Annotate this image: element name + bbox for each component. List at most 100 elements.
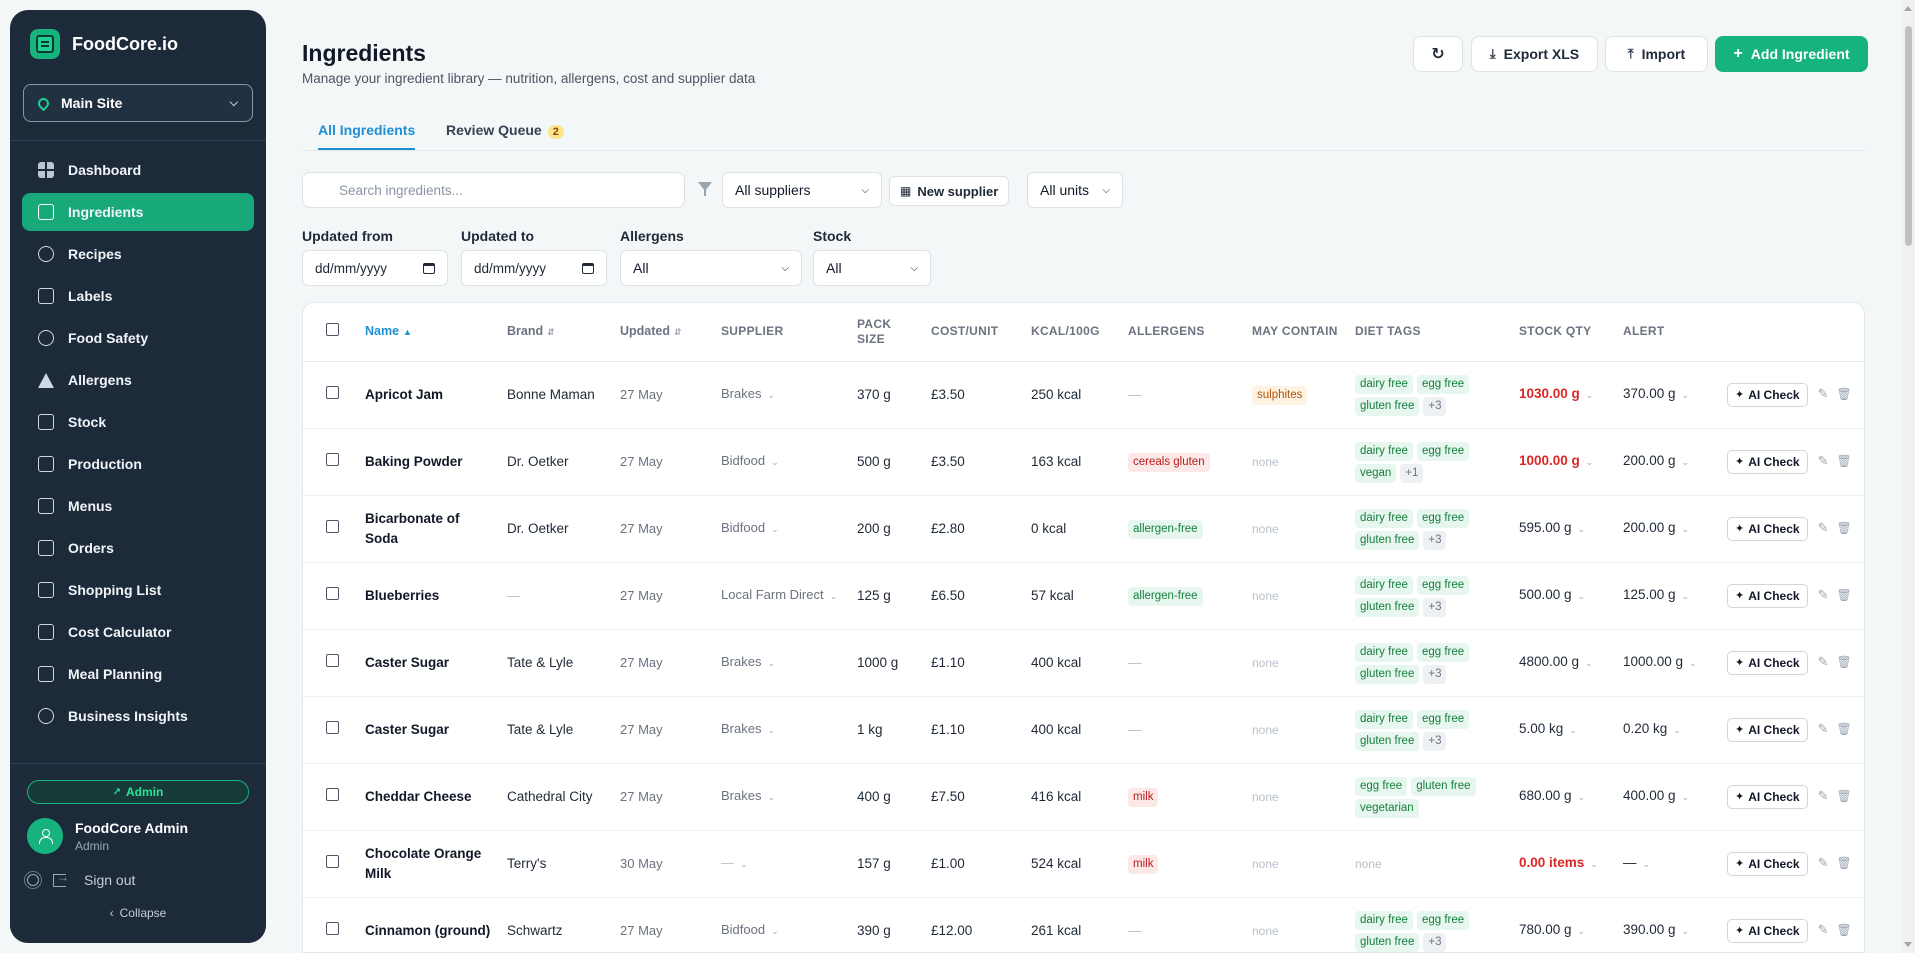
sidebar-item-business-insights[interactable]: Business Insights bbox=[22, 697, 254, 735]
row-checkbox[interactable] bbox=[326, 385, 339, 399]
row-checkbox[interactable] bbox=[326, 586, 339, 600]
scrollbar-thumb[interactable] bbox=[1905, 26, 1912, 246]
table-row[interactable]: Chocolate Orange Milk Terry's 30 May — ⌄ 157 … bbox=[303, 830, 1864, 898]
tab-review-queue[interactable]: Review Queue 2 bbox=[446, 122, 564, 149]
sidebar-item-menus[interactable]: Menus bbox=[22, 487, 254, 525]
table-row[interactable]: Blueberries — 27 May Local Farm Direct ⌄ 125 … bbox=[303, 562, 1864, 630]
sign-out-button[interactable]: Sign out bbox=[84, 872, 136, 888]
supplier-select[interactable]: Bidfood ⌄ bbox=[721, 520, 779, 535]
ingredient-name[interactable]: Caster Sugar bbox=[359, 696, 501, 764]
stock-qty-value[interactable]: 680.00 g bbox=[1519, 788, 1572, 803]
trash-icon[interactable]: 🗑 bbox=[1836, 587, 1852, 602]
edit-icon[interactable]: ✎ bbox=[1817, 586, 1829, 602]
edit-icon[interactable]: ✎ bbox=[1817, 653, 1829, 669]
stock-qty-value[interactable]: 1000.00 g bbox=[1519, 453, 1580, 468]
supplier-select[interactable]: Bidfood ⌄ bbox=[721, 922, 779, 937]
stock-qty-value[interactable]: 595.00 g bbox=[1519, 520, 1572, 535]
row-checkbox[interactable] bbox=[326, 854, 339, 868]
supplier-select[interactable]: Brakes ⌄ bbox=[721, 721, 775, 736]
alert-value[interactable]: 200.00 g bbox=[1623, 453, 1676, 468]
ai-check-button[interactable]: ✦ AI Check bbox=[1727, 449, 1808, 474]
supplier-select[interactable]: All suppliers ⌵ bbox=[722, 172, 882, 208]
theme-toggle-sun-icon[interactable] bbox=[27, 874, 39, 886]
sidebar-item-dashboard[interactable]: Dashboard bbox=[22, 151, 254, 189]
row-checkbox[interactable] bbox=[326, 720, 339, 734]
sidebar-item-ingredients[interactable]: Ingredients bbox=[22, 193, 254, 231]
table-row[interactable]: Baking Powder Dr. Oetker 27 May Bidfood ⌄ 500… bbox=[303, 428, 1864, 496]
trash-icon[interactable]: 🗑 bbox=[1836, 386, 1852, 401]
supplier-select[interactable]: Brakes ⌄ bbox=[721, 386, 775, 401]
alert-value[interactable]: 200.00 g bbox=[1623, 520, 1676, 535]
sidebar-item-food-safety[interactable]: Food Safety bbox=[22, 319, 254, 357]
trash-icon[interactable]: 🗑 bbox=[1836, 721, 1852, 736]
trash-icon[interactable]: 🗑 bbox=[1836, 922, 1852, 937]
alert-value[interactable]: 0.20 kg bbox=[1623, 721, 1668, 736]
filter-icon[interactable] bbox=[698, 182, 712, 196]
sidebar-item-orders[interactable]: Orders bbox=[22, 529, 254, 567]
table-row[interactable]: Bicarbonate of Soda Dr. Oetker 27 May Bidfo… bbox=[303, 495, 1864, 563]
stock-select[interactable]: All ⌵ bbox=[813, 250, 931, 286]
stock-qty-value[interactable]: 4800.00 g bbox=[1519, 654, 1580, 669]
ingredient-name[interactable]: Cheddar Cheese bbox=[359, 763, 501, 831]
edit-icon[interactable]: ✎ bbox=[1817, 854, 1829, 870]
calendar-icon[interactable] bbox=[423, 262, 435, 274]
ingredient-name[interactable]: Caster Sugar bbox=[359, 629, 501, 697]
admin-badge[interactable]: ↗ Admin bbox=[27, 780, 249, 804]
ai-check-button[interactable]: ✦ AI Check bbox=[1727, 851, 1808, 876]
sidebar-item-cost-calculator[interactable]: Cost Calculator bbox=[22, 613, 254, 651]
sidebar-item-production[interactable]: Production bbox=[22, 445, 254, 483]
diet-tags-more[interactable]: +3 bbox=[1423, 731, 1447, 751]
table-row[interactable]: Cinnamon (ground) Schwartz 27 May Bidfood ⌄ 3… bbox=[303, 897, 1864, 952]
updated-to-input[interactable]: dd/mm/yyyy bbox=[461, 250, 607, 286]
sidebar-item-stock[interactable]: Stock bbox=[22, 403, 254, 441]
edit-icon[interactable]: ✎ bbox=[1817, 787, 1829, 803]
diet-tags-more[interactable]: +3 bbox=[1423, 396, 1447, 416]
refresh-button[interactable]: ↻ bbox=[1413, 36, 1463, 72]
column-brand[interactable]: Brand ⇵ bbox=[501, 303, 614, 362]
supplier-select[interactable]: Brakes ⌄ bbox=[721, 788, 775, 803]
ingredient-name[interactable]: Blueberries bbox=[359, 562, 501, 630]
ai-check-button[interactable]: ✦ AI Check bbox=[1727, 382, 1808, 407]
sidebar-item-shopping-list[interactable]: Shopping List bbox=[22, 571, 254, 609]
trash-icon[interactable]: 🗑 bbox=[1836, 654, 1852, 669]
page-scrollbar[interactable] bbox=[1902, 0, 1915, 953]
trash-icon[interactable]: 🗑 bbox=[1836, 855, 1852, 870]
ingredient-name[interactable]: Bicarbonate of Soda bbox=[359, 495, 501, 563]
supplier-select[interactable]: Brakes ⌄ bbox=[721, 654, 775, 669]
column-name[interactable]: Name ▲ bbox=[359, 303, 501, 362]
updated-from-input[interactable]: dd/mm/yyyy bbox=[302, 250, 448, 286]
alert-value[interactable]: 390.00 g bbox=[1623, 922, 1676, 937]
diet-tags-more[interactable]: +3 bbox=[1423, 932, 1447, 952]
site-selector[interactable]: Main Site ⌵ bbox=[23, 84, 253, 122]
ai-check-button[interactable]: ✦ AI Check bbox=[1727, 918, 1808, 943]
ai-check-button[interactable]: ✦ AI Check bbox=[1727, 717, 1808, 742]
diet-tags-more[interactable]: +3 bbox=[1423, 530, 1447, 550]
row-checkbox[interactable] bbox=[326, 921, 339, 935]
ingredient-name[interactable]: Chocolate Orange Milk bbox=[359, 830, 501, 898]
edit-icon[interactable]: ✎ bbox=[1817, 921, 1829, 937]
sidebar-item-meal-planning[interactable]: Meal Planning bbox=[22, 655, 254, 693]
alert-value[interactable]: 370.00 g bbox=[1623, 386, 1676, 401]
alert-value[interactable]: — bbox=[1623, 855, 1637, 870]
search-input[interactable]: Search ingredients... bbox=[302, 172, 685, 208]
ingredient-name[interactable]: Apricot Jam bbox=[359, 361, 501, 429]
stock-qty-value[interactable]: 0.00 items bbox=[1519, 855, 1585, 870]
table-row[interactable]: Apricot Jam Bonne Maman 27 May Brakes ⌄ 370 g… bbox=[303, 361, 1864, 429]
row-checkbox[interactable] bbox=[326, 653, 339, 667]
ingredient-name[interactable]: Cinnamon (ground) bbox=[359, 897, 501, 952]
sidebar-item-allergens[interactable]: Allergens bbox=[22, 361, 254, 399]
edit-icon[interactable]: ✎ bbox=[1817, 720, 1829, 736]
edit-icon[interactable]: ✎ bbox=[1817, 452, 1829, 468]
brand[interactable]: FoodCore.io bbox=[10, 16, 266, 72]
column-updated[interactable]: Updated ⇵ bbox=[614, 303, 715, 362]
row-checkbox[interactable] bbox=[326, 452, 339, 466]
stock-qty-value[interactable]: 5.00 kg bbox=[1519, 721, 1564, 736]
diet-tags-more[interactable]: +1 bbox=[1400, 463, 1424, 483]
table-row[interactable]: Caster Sugar Tate & Lyle 27 May Brakes ⌄ 1 kg… bbox=[303, 696, 1864, 764]
add-ingredient-button[interactable]: + Add Ingredient bbox=[1715, 36, 1868, 72]
scroll-up-icon[interactable] bbox=[1904, 6, 1912, 11]
alert-value[interactable]: 125.00 g bbox=[1623, 587, 1676, 602]
user-profile[interactable]: FoodCore Admin Admin bbox=[27, 818, 249, 854]
calendar-icon[interactable] bbox=[582, 262, 594, 274]
diet-tags-more[interactable]: +3 bbox=[1423, 597, 1447, 617]
